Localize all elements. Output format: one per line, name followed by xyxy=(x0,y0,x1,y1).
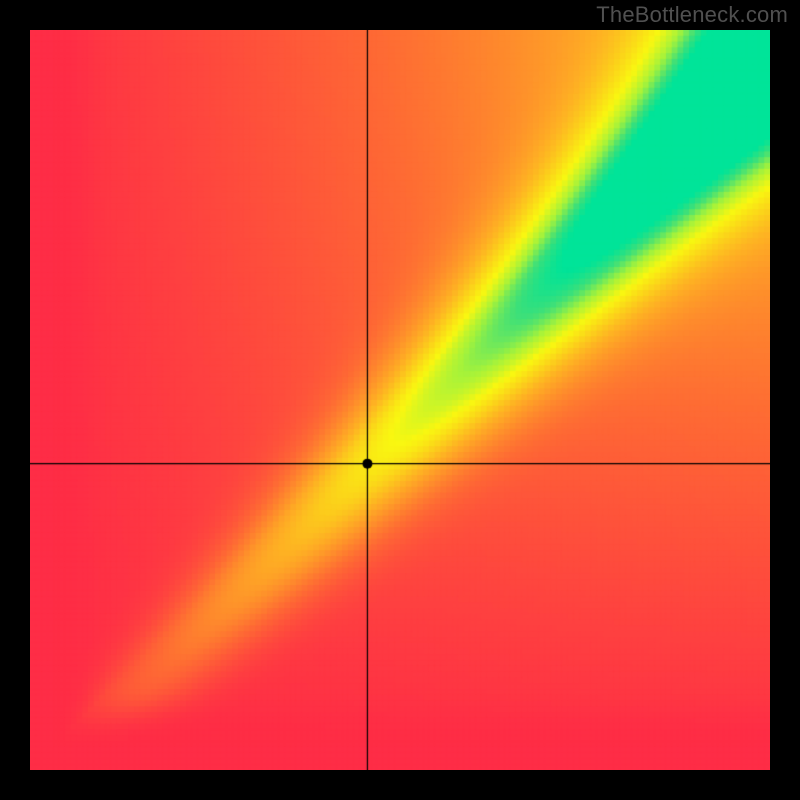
chart-frame: TheBottleneck.com xyxy=(0,0,800,800)
watermark-text: TheBottleneck.com xyxy=(596,2,788,28)
bottleneck-heatmap xyxy=(30,30,770,770)
